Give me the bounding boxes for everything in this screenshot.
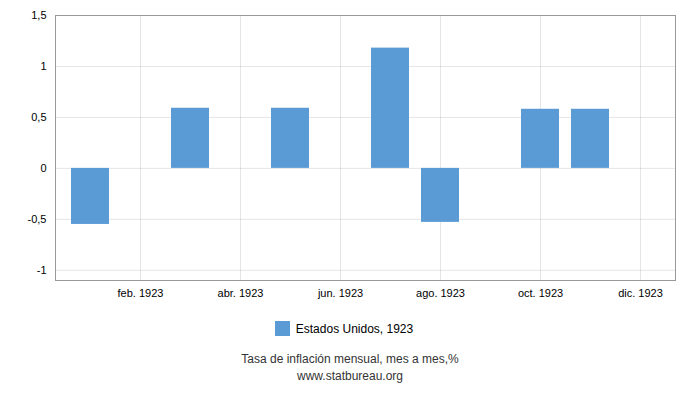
svg-text:0,5: 0,5 bbox=[31, 111, 46, 123]
svg-text:ago. 1923: ago. 1923 bbox=[416, 287, 465, 299]
svg-text:-0,5: -0,5 bbox=[28, 213, 47, 225]
svg-text:jun. 1923: jun. 1923 bbox=[317, 287, 363, 299]
html-text:Estados Unidos, 1923: Estados Unidos, 1923 bbox=[295, 321, 414, 336]
html-text:Tasa de inflación mensual, mes: Tasa de inflación mensual, mes a mes,% bbox=[241, 352, 459, 366]
svg-text:abr. 1923: abr. 1923 bbox=[218, 287, 264, 299]
svg-text:oct. 1923: oct. 1923 bbox=[518, 287, 563, 299]
svg-text:1: 1 bbox=[40, 60, 46, 72]
svg-text:0: 0 bbox=[40, 162, 46, 174]
svg-text:1,5: 1,5 bbox=[31, 9, 46, 21]
html-text:www.statbureau.org: www.statbureau.org bbox=[297, 369, 403, 383]
svg-text:dic. 1923: dic. 1923 bbox=[618, 287, 663, 299]
svg-text:-1: -1 bbox=[37, 264, 47, 276]
svg-text:feb. 1923: feb. 1923 bbox=[118, 287, 164, 299]
